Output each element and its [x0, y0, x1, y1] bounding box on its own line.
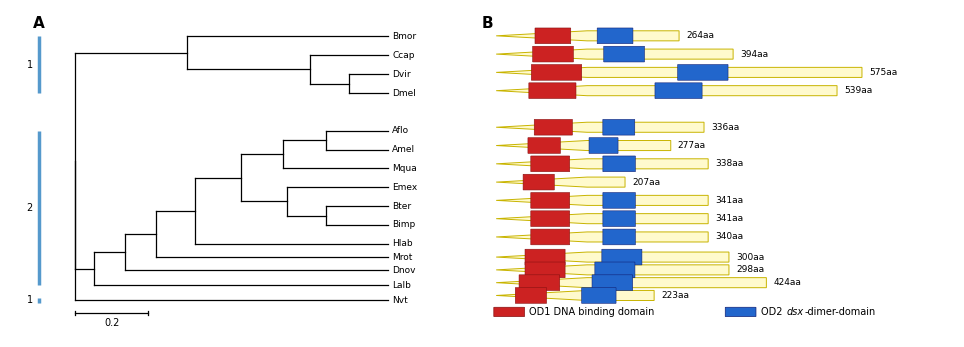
Polygon shape [496, 177, 625, 187]
Polygon shape [496, 31, 679, 41]
Text: dsx: dsx [787, 307, 804, 317]
Text: 539aa: 539aa [844, 86, 872, 95]
FancyBboxPatch shape [519, 275, 560, 290]
Text: A: A [33, 16, 44, 31]
FancyBboxPatch shape [531, 193, 570, 208]
FancyBboxPatch shape [533, 46, 574, 62]
FancyBboxPatch shape [602, 119, 634, 135]
Text: Ccap: Ccap [392, 51, 415, 60]
Text: Lalb: Lalb [392, 281, 411, 290]
FancyBboxPatch shape [523, 174, 554, 190]
Polygon shape [496, 214, 709, 224]
Text: 424aa: 424aa [773, 278, 801, 287]
Text: 277aa: 277aa [678, 141, 706, 150]
FancyBboxPatch shape [531, 65, 581, 80]
FancyBboxPatch shape [529, 83, 576, 99]
FancyBboxPatch shape [581, 288, 616, 303]
Text: Bmor: Bmor [392, 32, 416, 41]
FancyBboxPatch shape [603, 46, 645, 62]
FancyBboxPatch shape [589, 138, 618, 153]
FancyBboxPatch shape [655, 83, 702, 99]
FancyBboxPatch shape [534, 119, 573, 135]
Text: 1: 1 [27, 295, 33, 305]
FancyBboxPatch shape [602, 211, 635, 227]
FancyBboxPatch shape [528, 138, 560, 153]
FancyBboxPatch shape [602, 229, 635, 245]
Text: 264aa: 264aa [686, 31, 714, 40]
Text: 340aa: 340aa [715, 232, 743, 242]
Polygon shape [496, 86, 837, 96]
Polygon shape [496, 252, 729, 262]
FancyBboxPatch shape [531, 211, 570, 227]
FancyBboxPatch shape [602, 193, 635, 208]
Polygon shape [496, 265, 729, 275]
FancyBboxPatch shape [531, 229, 570, 245]
Text: Hlab: Hlab [392, 239, 413, 248]
Text: 223aa: 223aa [661, 291, 689, 300]
FancyBboxPatch shape [725, 307, 756, 316]
FancyBboxPatch shape [597, 28, 633, 44]
Text: Bimp: Bimp [392, 220, 415, 229]
Text: Amel: Amel [392, 145, 415, 154]
FancyBboxPatch shape [516, 288, 547, 303]
Polygon shape [496, 195, 709, 205]
Text: Mqua: Mqua [392, 164, 416, 173]
FancyBboxPatch shape [602, 249, 642, 265]
FancyBboxPatch shape [602, 156, 635, 172]
Polygon shape [496, 278, 766, 288]
Text: Dnov: Dnov [392, 266, 415, 275]
Text: Bter: Bter [392, 202, 412, 211]
Text: B: B [482, 16, 494, 31]
Text: 207aa: 207aa [632, 178, 660, 187]
Text: 341aa: 341aa [715, 214, 743, 223]
Polygon shape [496, 141, 671, 151]
Text: Dmel: Dmel [392, 88, 416, 98]
Text: OD1 DNA binding domain: OD1 DNA binding domain [529, 307, 655, 317]
Text: 1: 1 [27, 60, 33, 70]
Text: 341aa: 341aa [715, 196, 743, 205]
Text: 300aa: 300aa [736, 253, 764, 262]
Text: 394aa: 394aa [740, 50, 768, 59]
Text: 575aa: 575aa [870, 68, 897, 77]
Polygon shape [496, 159, 709, 169]
Text: Emex: Emex [392, 183, 417, 192]
Text: Mrot: Mrot [392, 253, 413, 262]
Text: -dimer-domain: -dimer-domain [805, 307, 876, 317]
Text: 2: 2 [27, 203, 33, 213]
Polygon shape [496, 49, 733, 59]
FancyBboxPatch shape [595, 262, 635, 278]
FancyBboxPatch shape [592, 275, 632, 290]
FancyBboxPatch shape [678, 65, 728, 80]
FancyBboxPatch shape [494, 307, 524, 316]
Text: Dvir: Dvir [392, 70, 411, 79]
Polygon shape [496, 232, 709, 242]
Text: Nvt: Nvt [392, 296, 408, 305]
Polygon shape [496, 290, 655, 301]
Polygon shape [496, 122, 704, 132]
Text: 338aa: 338aa [715, 159, 743, 168]
Text: OD2: OD2 [761, 307, 786, 317]
FancyBboxPatch shape [535, 28, 571, 44]
FancyBboxPatch shape [525, 249, 565, 265]
Text: Aflo: Aflo [392, 126, 410, 135]
FancyBboxPatch shape [525, 262, 565, 278]
Text: 0.2: 0.2 [104, 318, 120, 328]
Text: 298aa: 298aa [736, 265, 764, 274]
Polygon shape [496, 67, 862, 77]
FancyBboxPatch shape [531, 156, 570, 172]
Text: 336aa: 336aa [711, 123, 739, 132]
